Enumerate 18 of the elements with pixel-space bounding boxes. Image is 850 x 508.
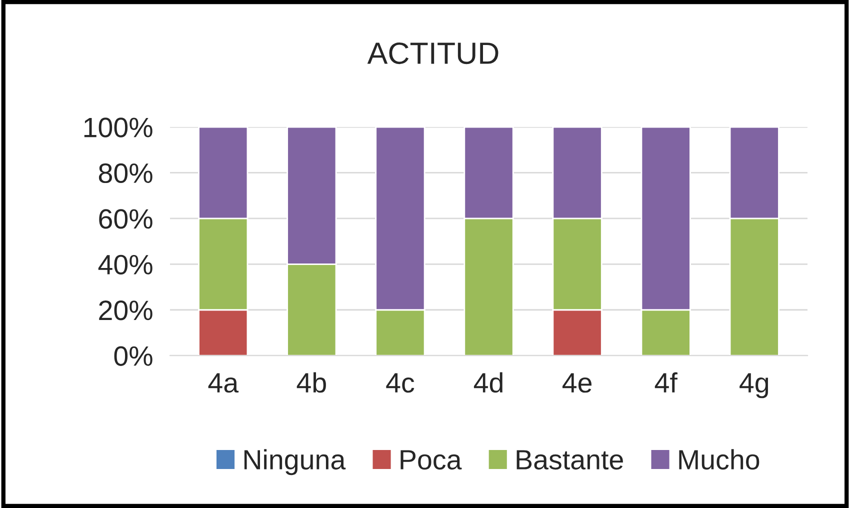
y-tick-label: 0%: [114, 346, 152, 366]
x-tick-label: 4c: [386, 373, 414, 393]
y-tick-label: 80%: [98, 163, 152, 184]
x-tick-label: 4g: [740, 373, 768, 398]
x-tick-label: 4a: [208, 373, 239, 393]
x-tick-label: 4f: [654, 372, 678, 392]
y-tick-label: 100%: [84, 118, 152, 138]
legend-label: Ninguna: [244, 449, 346, 476]
legend-label: Bastante: [516, 450, 623, 470]
x-tick-label: 4b: [296, 372, 326, 393]
chart-title: ACTITUD: [367, 42, 498, 64]
x-tick-label: 4d: [474, 372, 502, 393]
y-tick-label: 20%: [99, 300, 152, 320]
y-tick-label: 60%: [99, 209, 152, 229]
legend-label: Poca: [400, 450, 462, 470]
legend-label: Mucho: [679, 449, 760, 470]
x-tick-label: 4e: [562, 373, 592, 393]
y-tick-label: 40%: [98, 254, 152, 274]
